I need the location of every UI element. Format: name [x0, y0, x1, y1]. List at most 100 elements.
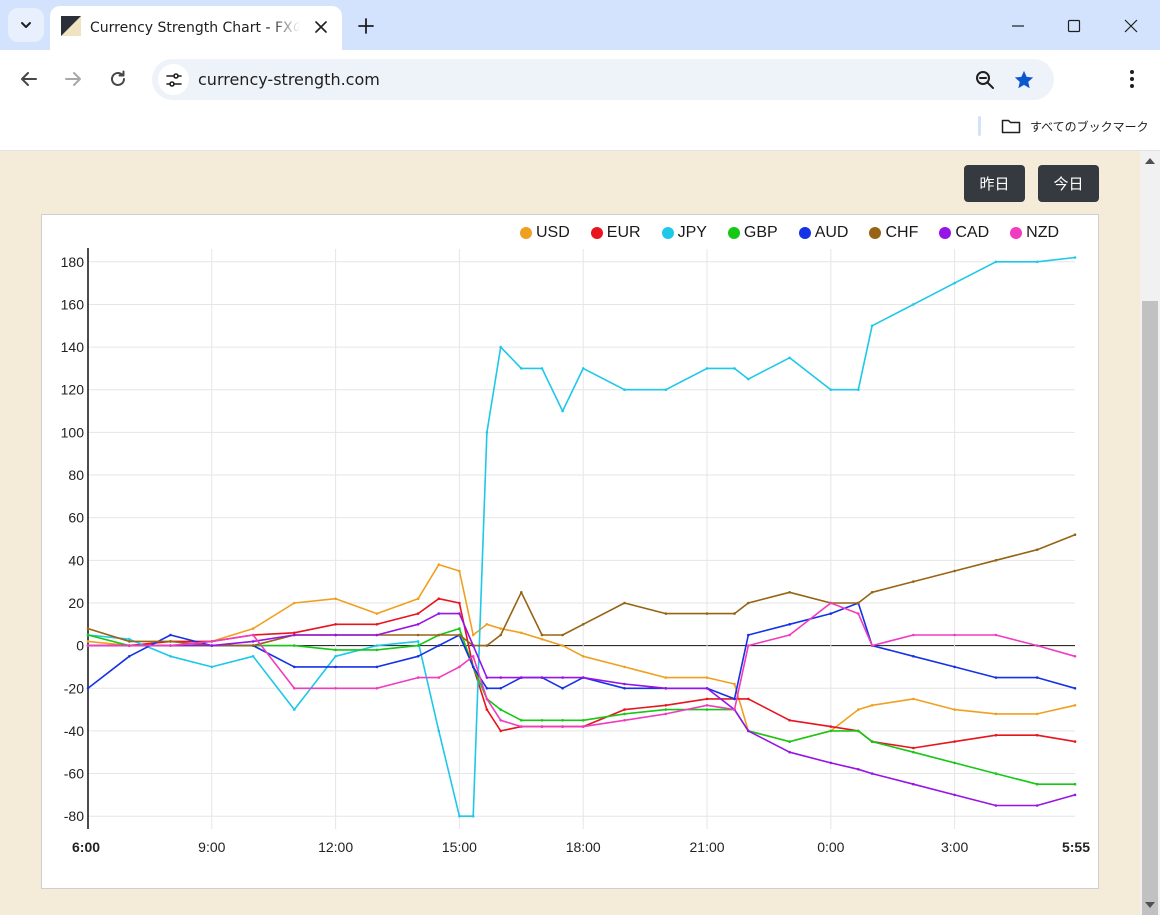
- legend-label: CAD: [955, 224, 990, 241]
- back-button[interactable]: [14, 64, 44, 94]
- data-point-gbp: [499, 708, 503, 711]
- tab-search-button[interactable]: [8, 8, 44, 42]
- scrollbar-thumb[interactable]: [1142, 301, 1158, 915]
- data-point-aud: [499, 687, 503, 690]
- scroll-down-arrow-icon[interactable]: [1145, 902, 1155, 908]
- data-point-jpy: [788, 356, 791, 360]
- legend-item-cad[interactable]: CAD: [939, 224, 989, 242]
- legend-item-aud[interactable]: AUD: [798, 224, 848, 242]
- data-point-usd: [912, 697, 915, 701]
- series-line-nzd: [88, 602, 1076, 728]
- data-point-gbp: [86, 633, 90, 637]
- yesterday-button[interactable]: 昨日: [964, 165, 1025, 202]
- data-point-jpy: [912, 303, 915, 306]
- series-line-cad: [88, 612, 1076, 807]
- data-point-nzd: [705, 704, 709, 707]
- data-point-chf: [788, 591, 791, 594]
- data-point-gbp: [857, 729, 860, 733]
- x-tick-label: 21:00: [690, 839, 725, 855]
- close-window-button[interactable]: [1117, 12, 1145, 40]
- minimize-button[interactable]: [1004, 12, 1032, 40]
- data-point-chf: [499, 633, 503, 637]
- data-point-chf: [664, 612, 668, 615]
- series-line-eur: [88, 597, 1076, 749]
- data-point-cad: [1035, 804, 1039, 807]
- bookmarks-separator: [978, 116, 981, 136]
- data-point-aud: [623, 687, 626, 690]
- data-point-chf: [857, 601, 860, 605]
- data-point-cad: [375, 633, 379, 637]
- data-point-jpy: [870, 324, 874, 328]
- data-point-jpy: [1073, 256, 1077, 259]
- site-favicon-icon: [61, 16, 81, 36]
- legend-item-chf[interactable]: CHF: [869, 224, 918, 242]
- forward-button[interactable]: [58, 64, 88, 94]
- data-point-nzd: [499, 719, 503, 722]
- y-tick-label: 100: [61, 424, 85, 440]
- data-point-gbp: [623, 712, 626, 716]
- data-point-cad: [870, 772, 874, 775]
- data-point-cad: [1073, 793, 1077, 797]
- data-point-nzd: [1035, 644, 1039, 647]
- data-point-jpy: [581, 367, 585, 370]
- data-point-jpy: [561, 409, 564, 413]
- legend-item-jpy[interactable]: JPY: [661, 224, 707, 242]
- new-tab-button[interactable]: [354, 14, 378, 38]
- series-line-chf: [87, 533, 1076, 647]
- browser-menu-button[interactable]: [1120, 64, 1144, 94]
- today-button[interactable]: 今日: [1038, 165, 1099, 202]
- data-point-chf: [86, 627, 90, 630]
- data-point-nzd: [293, 687, 296, 690]
- data-point-eur: [437, 597, 441, 600]
- data-point-aud: [293, 665, 296, 669]
- data-point-eur: [416, 612, 420, 615]
- bookmark-star-button[interactable]: [1012, 68, 1036, 92]
- data-point-nzd: [471, 655, 475, 658]
- data-point-chf: [458, 633, 461, 637]
- data-point-cad: [334, 633, 337, 637]
- data-point-jpy: [375, 644, 379, 647]
- data-point-nzd: [485, 697, 489, 701]
- legend-swatch: [520, 227, 532, 239]
- data-point-gbp: [561, 719, 564, 722]
- data-point-cad: [788, 750, 791, 754]
- data-point-chf: [953, 569, 956, 573]
- browser-tab[interactable]: Currency Strength Chart - FXの通貨強弱: [50, 6, 342, 50]
- data-point-aud: [747, 633, 750, 637]
- data-point-chf: [581, 623, 585, 626]
- data-point-aud: [437, 644, 441, 647]
- data-point-jpy: [1035, 260, 1039, 264]
- maximize-button[interactable]: [1060, 12, 1088, 40]
- all-bookmarks-button[interactable]: すべてのブックマーク: [1001, 115, 1149, 137]
- data-point-jpy: [251, 655, 255, 658]
- y-tick-label: 0: [76, 638, 84, 654]
- data-point-cad: [293, 633, 296, 637]
- data-point-gbp: [1035, 782, 1039, 786]
- data-point-aud: [733, 697, 736, 701]
- zoom-button[interactable]: [973, 68, 997, 92]
- data-point-cad: [540, 676, 544, 679]
- close-tab-button[interactable]: [312, 18, 330, 36]
- address-bar[interactable]: currency-strength.com: [152, 59, 1054, 100]
- legend-item-eur[interactable]: EUR: [590, 224, 641, 242]
- data-point-eur: [485, 708, 489, 711]
- data-point-eur: [912, 746, 915, 750]
- data-point-aud: [912, 655, 915, 658]
- legend-item-nzd[interactable]: NZD: [1010, 224, 1059, 242]
- page-scrollbar[interactable]: [1140, 151, 1160, 915]
- url-text[interactable]: currency-strength.com: [198, 70, 380, 89]
- data-point-gbp: [994, 772, 998, 775]
- y-tick-label: 20: [68, 595, 84, 611]
- data-point-aud: [334, 665, 337, 669]
- legend-swatch: [798, 227, 811, 239]
- legend-item-gbp[interactable]: GBP: [727, 224, 778, 242]
- legend-item-usd[interactable]: USD: [520, 224, 570, 242]
- series-line-aud: [87, 602, 1076, 700]
- data-point-cad: [561, 676, 564, 679]
- site-info-button[interactable]: [158, 64, 189, 95]
- legend-swatch: [869, 227, 882, 239]
- close-icon: [315, 21, 327, 33]
- data-point-nzd: [128, 644, 131, 647]
- scroll-up-arrow-icon[interactable]: [1145, 158, 1155, 164]
- reload-button[interactable]: [103, 64, 133, 94]
